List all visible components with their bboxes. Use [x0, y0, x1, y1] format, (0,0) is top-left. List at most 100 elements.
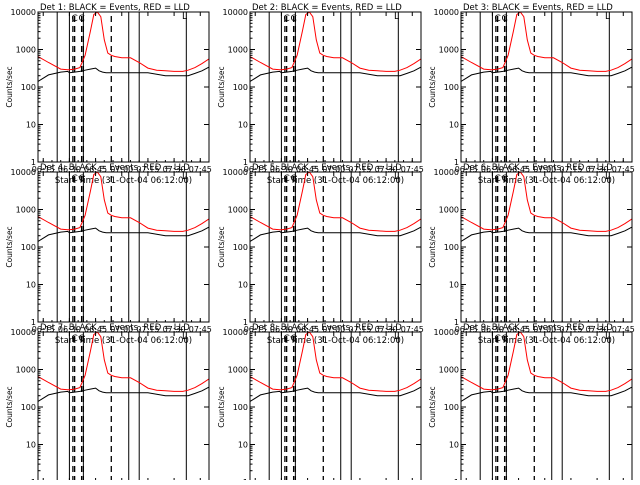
plot-frame — [249, 11, 422, 163]
y-tick-label: 100 — [233, 243, 248, 252]
y-tick-label: 1 — [454, 158, 459, 167]
events-series-line — [38, 386, 209, 402]
x-tick-label: 07:15 — [348, 165, 371, 174]
x-tick-label: 07:00 — [322, 325, 345, 334]
y-tick-label: 10000 — [434, 328, 459, 337]
panel-title: Det 2: BLACK = Events, RED = LLD — [252, 3, 402, 13]
y-axis-label: Counts/sec — [5, 226, 14, 267]
l-marker-glyph: L — [605, 172, 610, 182]
x-tick-label: 06:30 — [481, 165, 504, 174]
y-tick-label: 10 — [26, 121, 36, 130]
events-series-line — [250, 386, 421, 402]
events-series-line — [250, 66, 421, 82]
y-tick-label: 10 — [449, 281, 459, 290]
y-tick-label: 1000 — [16, 366, 36, 375]
panel-title: Det 9: BLACK = Events, RED = LLD — [463, 323, 613, 333]
events-series-line — [38, 226, 209, 242]
x-tick-label: 07:45 — [401, 165, 424, 174]
y-axis-label: Counts/sec — [5, 386, 14, 427]
marker-glyph: C — [501, 334, 507, 344]
y-tick-label: 100 — [21, 83, 36, 92]
y-tick-label: 1000 — [228, 46, 248, 55]
l-marker-glyph: L — [182, 12, 187, 22]
x-tick-label: 06:45 — [296, 165, 319, 174]
y-tick-label: 1000 — [439, 46, 459, 55]
y-axis-label: Counts/sec — [428, 226, 437, 267]
x-tick-label: 07:00 — [533, 325, 556, 334]
x-axis-label: Start Time (31-Oct-04 06:12:00) — [55, 176, 192, 186]
y-tick-label: 1000 — [16, 46, 36, 55]
marker-glyph: C — [494, 334, 500, 344]
panel-title: Det 4: BLACK = Events, RED = LLD — [40, 163, 190, 173]
x-axis-label: Start Time (31-Oct-04 06:12:00) — [478, 176, 615, 186]
detector-panel: 06:1506:3006:4507:0007:1507:3007:4511010… — [428, 323, 633, 485]
y-tick-label: 10000 — [11, 8, 36, 17]
lld-series-line — [250, 12, 421, 72]
lld-series-line — [461, 12, 632, 72]
x-tick-label: 06:45 — [507, 325, 530, 334]
y-tick-label: 100 — [21, 243, 36, 252]
y-axis-label: Counts/sec — [428, 66, 437, 107]
x-tick-label: 07:15 — [348, 325, 371, 334]
marker-glyph: C — [290, 334, 296, 344]
lld-series-line — [250, 172, 421, 232]
lld-series-line — [461, 172, 632, 232]
detector-panel: 06:1506:3006:4507:0007:1507:3007:4511010… — [217, 323, 422, 485]
marker-glyph: C — [71, 334, 77, 344]
x-tick-label: 06:15 — [244, 165, 267, 174]
lld-series-line — [250, 332, 421, 392]
x-tick-label: 06:30 — [58, 325, 81, 334]
panel-title: Det 7: BLACK = Events, RED = LLD — [40, 323, 190, 333]
plot-frame — [37, 171, 210, 323]
events-series-line — [461, 226, 632, 242]
panel-title: Det 6: BLACK = Events, RED = LLD — [463, 163, 613, 173]
plot-frame — [249, 171, 422, 323]
lld-series-line — [38, 172, 209, 232]
x-tick-label: 07:00 — [110, 325, 133, 334]
y-tick-label: 10000 — [434, 8, 459, 17]
x-tick-label: 06:15 — [32, 325, 55, 334]
lld-series-line — [461, 332, 632, 392]
y-tick-label: 10 — [238, 441, 248, 450]
y-tick-label: 1000 — [439, 366, 459, 375]
x-tick-label: 07:15 — [136, 325, 159, 334]
x-axis-label: Start Time (31-Oct-04 06:12:00) — [267, 176, 404, 186]
y-tick-label: 1 — [454, 318, 459, 327]
marker-glyph: C — [290, 174, 296, 184]
x-tick-label: 07:30 — [586, 165, 609, 174]
y-tick-label: 1 — [243, 318, 248, 327]
marker-glyph: C — [494, 174, 500, 184]
x-tick-label: 07:30 — [586, 325, 609, 334]
l-marker-glyph: L — [394, 172, 399, 182]
y-tick-label: 1000 — [16, 206, 36, 215]
l-marker-glyph: L — [605, 332, 610, 342]
x-tick-label: 07:30 — [163, 165, 186, 174]
panel-title: Det 3: BLACK = Events, RED = LLD — [463, 3, 613, 13]
l-marker-glyph: L — [605, 12, 610, 22]
y-tick-label: 10 — [238, 281, 248, 290]
plot-frame — [249, 331, 422, 483]
y-axis-label: Counts/sec — [428, 386, 437, 427]
y-tick-label: 10 — [238, 121, 248, 130]
y-tick-label: 10 — [26, 441, 36, 450]
y-axis-label: Counts/sec — [217, 226, 226, 267]
y-tick-label: 10 — [449, 441, 459, 450]
y-tick-label: 10 — [26, 281, 36, 290]
x-tick-label: 07:30 — [375, 325, 398, 334]
marker-glyph: C — [78, 334, 84, 344]
y-tick-label: 10000 — [11, 168, 36, 177]
x-tick-label: 07:00 — [110, 165, 133, 174]
y-tick-label: 100 — [21, 403, 36, 412]
marker-glyph: C — [283, 14, 289, 24]
events-series-line — [461, 66, 632, 82]
marker-glyph: C — [78, 14, 84, 24]
marker-glyph: C — [283, 334, 289, 344]
x-tick-label: 07:30 — [375, 165, 398, 174]
y-tick-label: 10 — [449, 121, 459, 130]
marker-glyph: C — [290, 14, 296, 24]
panel-title: Det 1: BLACK = Events, RED = LLD — [40, 3, 190, 13]
